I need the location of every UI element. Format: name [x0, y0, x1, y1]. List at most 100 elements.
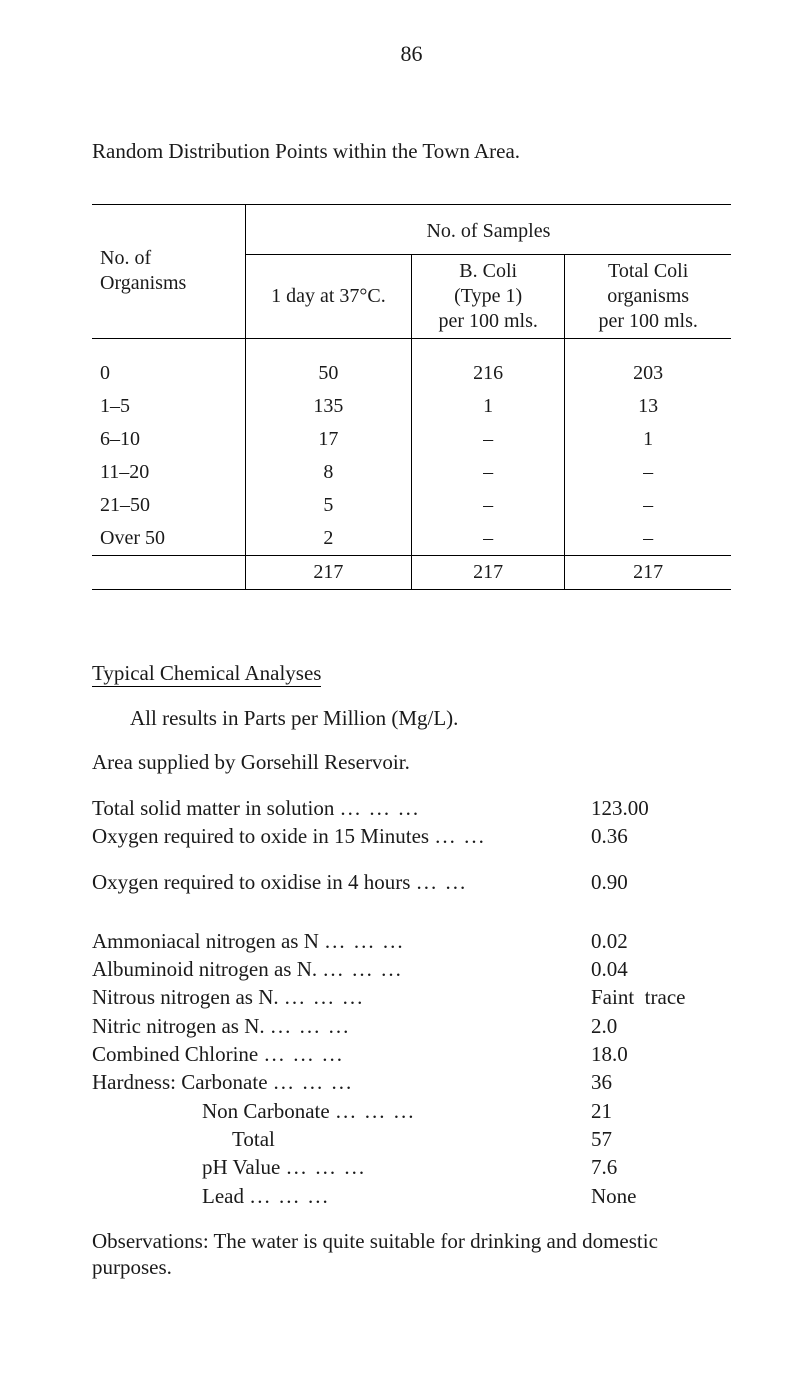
- kv-row: Combined Chlorine ... ... ... 18.0: [92, 1040, 731, 1068]
- page-number: 86: [92, 40, 731, 68]
- kv-label: Nitric nitrogen as N.: [92, 1012, 265, 1040]
- table-row: 21–50 5 – –: [92, 489, 731, 522]
- kv-label: Oxygen required to oxidise in 4 hours: [92, 868, 410, 896]
- kv-dots: ... ...: [429, 822, 543, 850]
- cell: 8: [245, 456, 411, 489]
- table-row: 0 50 216 203: [92, 357, 731, 390]
- col-header-2: B. Coli (Type 1) per 100 mls.: [411, 254, 564, 338]
- kv-label: Non Carbonate: [92, 1097, 330, 1125]
- kv-row: Non Carbonate ... ... ... 21: [92, 1097, 731, 1125]
- kv-dots: ... ... ...: [280, 1153, 543, 1181]
- kv-label: pH Value: [92, 1153, 280, 1181]
- kv-row: Oxygen required to oxide in 15 Minutes .…: [92, 822, 731, 850]
- cell: –: [411, 522, 564, 556]
- distribution-table: No. of Organisms No. of Samples 1 day at…: [92, 204, 731, 590]
- total-cell: 217: [565, 555, 731, 589]
- heading: Random Distribution Points within the To…: [92, 138, 731, 164]
- kv-block-2: Oxygen required to oxidise in 4 hours ..…: [92, 868, 731, 896]
- kv-row: Nitrous nitrogen as N. ... ... ... Faint…: [92, 983, 731, 1011]
- cell: 0: [92, 357, 245, 390]
- kv-row: Oxygen required to oxidise in 4 hours ..…: [92, 868, 731, 896]
- kv-value: 7.6: [543, 1153, 731, 1181]
- cell: 1–5: [92, 390, 245, 423]
- kv-row: Hardness: Carbonate ... ... ... 36: [92, 1068, 731, 1096]
- kv-label: Total: [92, 1125, 275, 1153]
- samples-header: No. of Samples: [245, 204, 731, 254]
- col-header-3: Total Coli organisms per 100 mls.: [565, 254, 731, 338]
- cell: –: [565, 456, 731, 489]
- cell: 1: [411, 390, 564, 423]
- kv-label: Ammoniacal nitrogen as N: [92, 927, 319, 955]
- kv-label: Total solid matter in solution: [92, 794, 334, 822]
- kv-label: Oxygen required to oxide in 15 Minutes: [92, 822, 429, 850]
- kv-dots: ... ...: [410, 868, 543, 896]
- kv-row: Ammoniacal nitrogen as N ... ... ... 0.0…: [92, 927, 731, 955]
- observations: Observations: The water is quite suitabl…: [92, 1228, 731, 1281]
- kv-block-1: Total solid matter in solution ... ... .…: [92, 794, 731, 851]
- cell: 5: [245, 489, 411, 522]
- kv-value: 0.04: [543, 955, 731, 983]
- kv-label: Lead: [92, 1182, 244, 1210]
- kv-value: 36: [551, 1068, 731, 1096]
- cell: 50: [245, 357, 411, 390]
- total-cell: 217: [411, 555, 564, 589]
- kv-value: 0.02: [543, 927, 731, 955]
- cell: –: [411, 456, 564, 489]
- kv-value: 123.00: [561, 794, 731, 822]
- kv-value: 57: [551, 1125, 731, 1153]
- cell: 21–50: [92, 489, 245, 522]
- kv-row: Lead ... ... ... None: [92, 1182, 731, 1210]
- kv-value: Faint trace: [561, 983, 731, 1011]
- kv-row: Nitric nitrogen as N. ... ... ... 2.0: [92, 1012, 731, 1040]
- kv-value: 21: [551, 1097, 731, 1125]
- kv-dots: ... ... ...: [244, 1182, 561, 1210]
- kv-dots: ... ... ...: [319, 927, 543, 955]
- kv-dots: ... ... ...: [268, 1068, 551, 1096]
- kv-label: Albuminoid nitrogen as N.: [92, 955, 317, 983]
- cell: 17: [245, 423, 411, 456]
- kv-value: 0.36: [543, 822, 731, 850]
- row-header-label: No. of Organisms: [92, 204, 245, 338]
- cell: Over 50: [92, 522, 245, 556]
- table-row: 11–20 8 – –: [92, 456, 731, 489]
- section-title: Typical Chemical Analyses: [92, 660, 321, 687]
- kv-block-3: Ammoniacal nitrogen as N ... ... ... 0.0…: [92, 927, 731, 1210]
- cell: 11–20: [92, 456, 245, 489]
- kv-row: Total 57: [92, 1125, 731, 1153]
- table-row: 1–5 135 1 13: [92, 390, 731, 423]
- cell: 216: [411, 357, 564, 390]
- kv-dots: ... ... ...: [265, 1012, 543, 1040]
- cell: 2: [245, 522, 411, 556]
- page: 86 Random Distribution Points within the…: [0, 0, 801, 1397]
- kv-value: 0.90: [543, 868, 731, 896]
- cell: –: [411, 489, 564, 522]
- kv-label: Combined Chlorine: [92, 1040, 258, 1068]
- kv-dots: ... ... ...: [330, 1097, 551, 1125]
- line-area: Area supplied by Gorsehill Reservoir.: [92, 749, 731, 775]
- kv-row: Total solid matter in solution ... ... .…: [92, 794, 731, 822]
- kv-dots: ... ... ...: [317, 955, 543, 983]
- col-header-1: 1 day at 37°C.: [245, 254, 411, 338]
- kv-value: None: [561, 1182, 731, 1210]
- kv-value: 2.0: [543, 1012, 731, 1040]
- kv-value: 18.0: [551, 1040, 731, 1068]
- kv-row: Albuminoid nitrogen as N. ... ... ... 0.…: [92, 955, 731, 983]
- kv-dots: ... ... ...: [334, 794, 561, 822]
- table-totals-row: 217 217 217: [92, 555, 731, 589]
- line-all-results: All results in Parts per Million (Mg/L).: [92, 705, 731, 731]
- kv-row: pH Value ... ... ... 7.6: [92, 1153, 731, 1181]
- cell: 135: [245, 390, 411, 423]
- kv-dots: [275, 1125, 551, 1153]
- kv-dots: ... ... ...: [258, 1040, 551, 1068]
- cell: –: [565, 489, 731, 522]
- cell: 203: [565, 357, 731, 390]
- cell: 13: [565, 390, 731, 423]
- cell: –: [411, 423, 564, 456]
- kv-label: Nitrous nitrogen as N.: [92, 983, 279, 1011]
- table-row: 6–10 17 – 1: [92, 423, 731, 456]
- cell: 6–10: [92, 423, 245, 456]
- kv-dots: ... ... ...: [279, 983, 561, 1011]
- cell: 1: [565, 423, 731, 456]
- kv-label: Hardness: Carbonate: [92, 1068, 268, 1096]
- total-cell: 217: [245, 555, 411, 589]
